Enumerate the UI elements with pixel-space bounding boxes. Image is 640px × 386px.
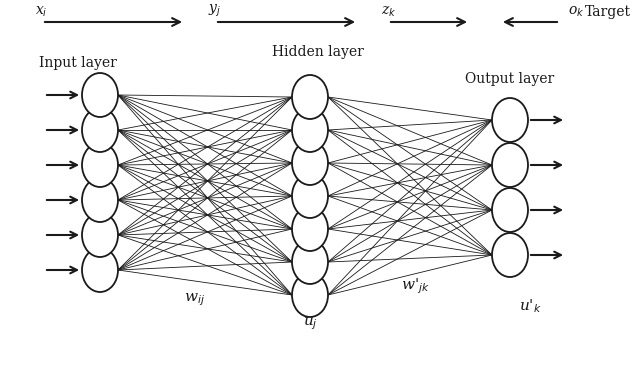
Ellipse shape xyxy=(292,273,328,317)
Text: o$_k$: o$_k$ xyxy=(568,5,584,19)
Text: Hidden layer: Hidden layer xyxy=(272,45,364,59)
Ellipse shape xyxy=(292,174,328,218)
Text: z$_k$: z$_k$ xyxy=(381,5,397,19)
Text: w'$_{jk}$: w'$_{jk}$ xyxy=(401,276,429,296)
Text: Input layer: Input layer xyxy=(39,56,117,70)
Ellipse shape xyxy=(492,98,528,142)
Text: Output layer: Output layer xyxy=(465,72,555,86)
Ellipse shape xyxy=(292,207,328,251)
Text: w$_{ij}$: w$_{ij}$ xyxy=(184,291,205,308)
Ellipse shape xyxy=(82,178,118,222)
Ellipse shape xyxy=(82,108,118,152)
Ellipse shape xyxy=(82,248,118,292)
Ellipse shape xyxy=(292,240,328,284)
Ellipse shape xyxy=(492,188,528,232)
Text: y$_j$: y$_j$ xyxy=(208,3,221,19)
Ellipse shape xyxy=(82,143,118,187)
Ellipse shape xyxy=(292,75,328,119)
Text: u$_j$: u$_j$ xyxy=(303,315,317,332)
Ellipse shape xyxy=(492,233,528,277)
Ellipse shape xyxy=(292,141,328,185)
Text: x$_i$: x$_i$ xyxy=(35,5,47,19)
Text: u'$_k$: u'$_k$ xyxy=(518,297,541,315)
Ellipse shape xyxy=(82,213,118,257)
Text: Target: Target xyxy=(585,5,631,19)
Ellipse shape xyxy=(82,73,118,117)
Ellipse shape xyxy=(492,143,528,187)
Ellipse shape xyxy=(292,108,328,152)
